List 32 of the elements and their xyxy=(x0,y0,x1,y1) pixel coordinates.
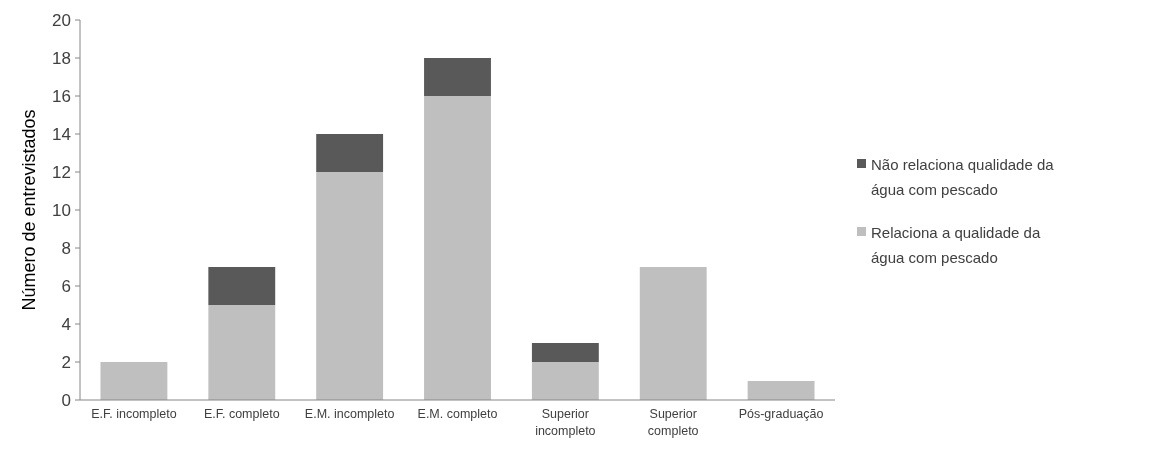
y-tick-label: 14 xyxy=(52,124,71,144)
bar xyxy=(208,267,276,305)
y-tick-label: 4 xyxy=(61,314,71,334)
bar xyxy=(531,362,599,400)
y-tick-label: 10 xyxy=(52,200,71,220)
x-tick-label: E.F. incompleto xyxy=(91,407,177,421)
bar xyxy=(639,267,707,400)
bar xyxy=(100,362,168,400)
legend-label: Relaciona a qualidade da água com pescado xyxy=(871,224,1041,267)
bar xyxy=(208,305,276,400)
x-tick-label: E.M. incompleto xyxy=(304,407,395,421)
x-tick-label: Superior completo xyxy=(647,407,699,438)
x-tick-label: Pós-graduação xyxy=(738,407,824,421)
y-tick-label: 18 xyxy=(52,48,71,68)
y-tick-label: 16 xyxy=(52,86,71,106)
bar xyxy=(316,172,384,400)
bar xyxy=(747,381,815,400)
y-tick-label: 6 xyxy=(61,276,71,296)
y-tick-label: 20 xyxy=(52,10,71,30)
y-tick-label: 8 xyxy=(61,238,71,258)
x-tick-label: E.F. completo xyxy=(203,407,280,421)
y-tick-label: 12 xyxy=(52,162,71,182)
x-tick-label: Superior incompleto xyxy=(535,407,596,438)
y-tick-label: 2 xyxy=(61,352,71,372)
legend-label: Não relaciona qualidade da água com pescado xyxy=(871,156,1055,199)
bar xyxy=(316,134,384,172)
x-tick-label: E.M. completo xyxy=(417,407,498,421)
y-tick-label: 0 xyxy=(61,390,71,410)
bar xyxy=(531,343,599,362)
y-axis-title: Número de entrevistados xyxy=(19,109,39,311)
bar xyxy=(424,58,491,96)
bar xyxy=(424,96,491,400)
